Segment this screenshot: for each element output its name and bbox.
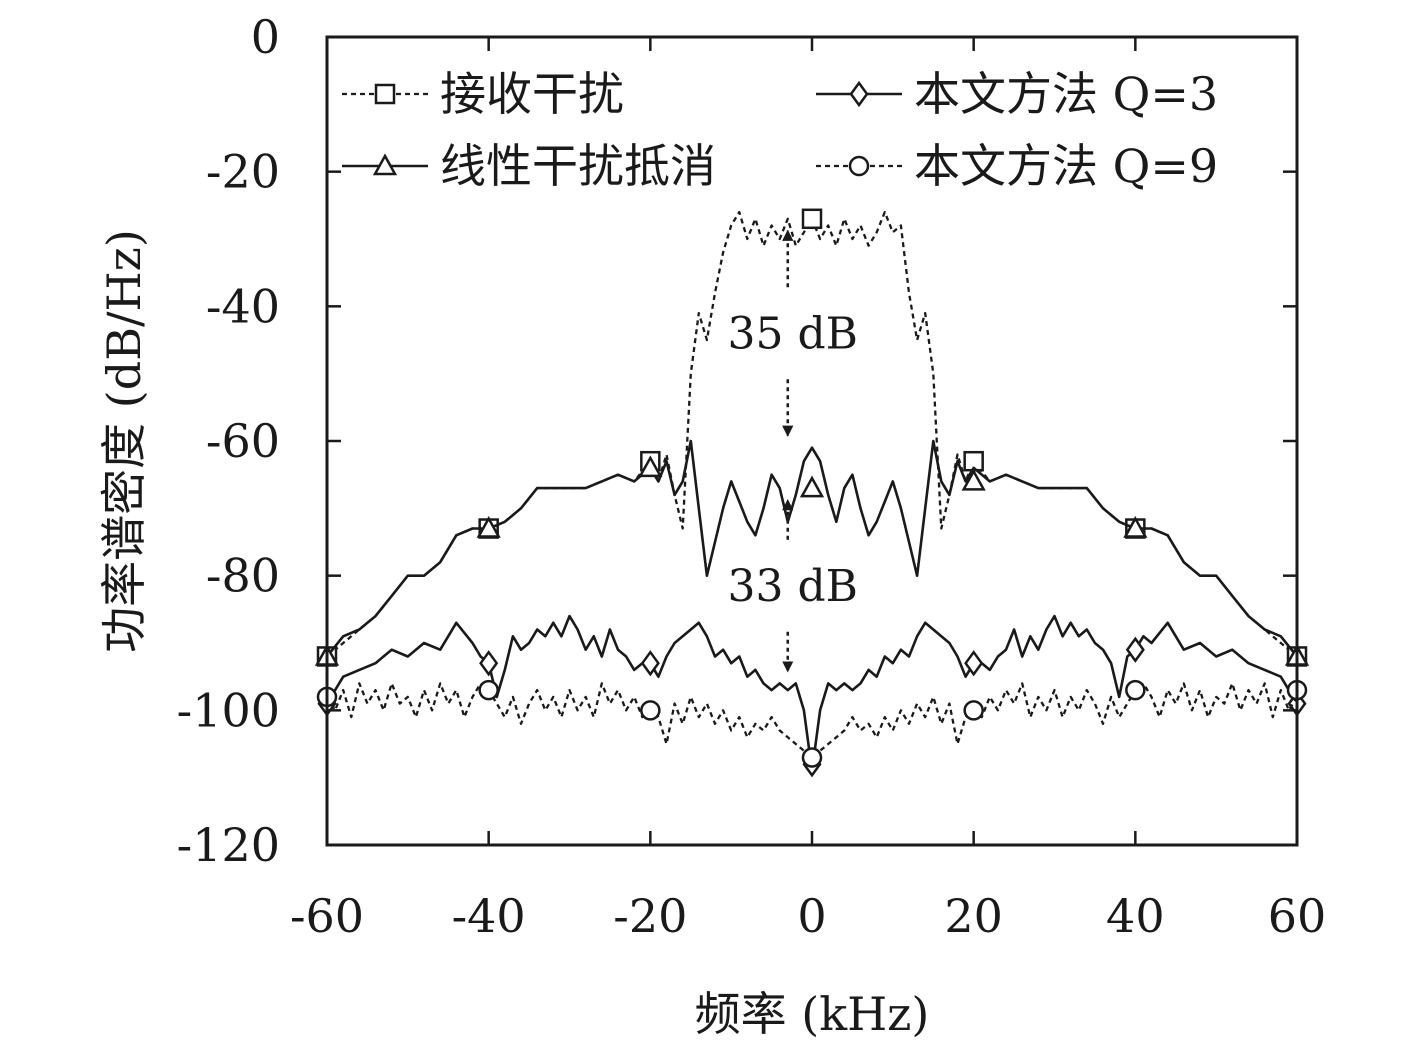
legend-swatch-received (342, 83, 428, 105)
series-marker-q3 (479, 650, 499, 677)
legend-swatch-q9 (816, 155, 902, 177)
y-axis-title: 功率谱密度 (dB/Hz) (97, 229, 151, 653)
annotation-33db: 33 dB (728, 499, 858, 673)
legend-label-linear: 线性干扰抵消 (440, 139, 716, 193)
series-marker-linear (799, 475, 825, 498)
annotations: 35 dB 33 dB (728, 229, 858, 673)
x-tick-label: 0 (797, 889, 826, 943)
x-tick-label: -40 (452, 889, 526, 943)
series-line-q9 (326, 682, 1298, 759)
legend-marker (849, 80, 869, 108)
y-tick-label: -100 (177, 683, 280, 737)
legend-marker (374, 83, 396, 105)
legend-item-linear: 线性干扰抵消 (342, 139, 716, 193)
legend-label-q3: 本文方法 Q=3 (914, 67, 1218, 121)
y-tick-label: -60 (206, 414, 280, 468)
legend-marker (848, 155, 870, 177)
legend-label-received: 接收干扰 (440, 67, 624, 121)
series-marker-q9 (478, 679, 499, 701)
series-marker-q3 (640, 650, 660, 677)
series-marker-received (801, 208, 823, 230)
ticks-layer: -60 -40 -20 0 20 40 60 0 -20 -40 -60 -80 -100 -120 (177, 10, 1327, 943)
y-tick-label: -120 (177, 818, 280, 872)
x-tick-label: 20 (944, 889, 1003, 943)
annotation-35db-label: 35 dB (728, 308, 858, 359)
y-tick-label: -80 (206, 549, 280, 603)
series-marker-q9 (963, 700, 984, 721)
legend-item-received: 接收干扰 (342, 67, 624, 121)
series-marker-q3 (1125, 636, 1145, 663)
series-marker-linear (1123, 515, 1148, 538)
series-linear (314, 439, 1310, 666)
series-marker-q9 (1125, 679, 1146, 701)
series-marker-linear (638, 455, 663, 478)
x-axis-title: 频率 (kHz) (695, 987, 930, 1041)
series-marker-q9 (801, 747, 823, 768)
series-marker-q9 (640, 700, 661, 721)
series-line-linear (325, 439, 1299, 658)
y-tick-label: -20 (206, 145, 280, 199)
series-marker-linear (476, 515, 501, 538)
x-tick-label: 60 (1268, 889, 1327, 943)
y-tick-label: -40 (206, 279, 280, 333)
x-tick-label: -60 (290, 889, 364, 943)
series-marker-linear (961, 468, 986, 491)
series-marker-q3 (964, 650, 984, 677)
x-tick-label: -20 (613, 889, 687, 943)
series-q9 (316, 679, 1308, 768)
legend-item-q3: 本文方法 Q=3 (816, 67, 1218, 121)
y-tick-label: 0 (251, 10, 280, 64)
legend-item-q9: 本文方法 Q=9 (816, 139, 1218, 193)
legend-label-q9: 本文方法 Q=9 (914, 139, 1218, 193)
annotation-35db: 35 dB (728, 229, 858, 437)
series-layer (314, 208, 1310, 778)
legend-swatch-q3 (816, 80, 902, 108)
legend: 接收干扰 线性干扰抵消 本文方法 Q=3 本文方法 Q=9 (342, 67, 1218, 193)
legend-swatch-linear (342, 153, 428, 176)
x-tick-label: 40 (1106, 889, 1165, 943)
legend-marker (372, 153, 398, 176)
annotation-33db-label: 33 dB (728, 561, 858, 612)
